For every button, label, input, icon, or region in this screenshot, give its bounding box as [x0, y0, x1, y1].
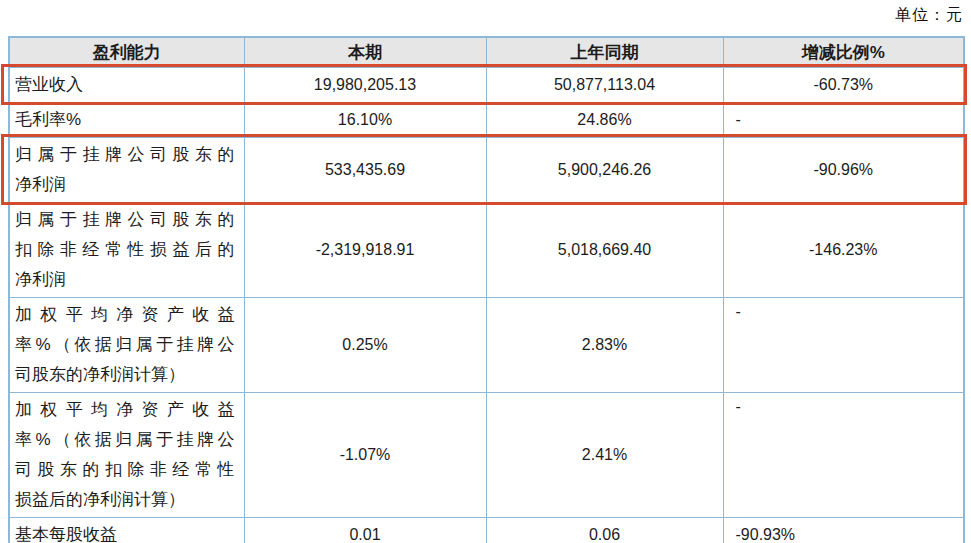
table-row-1: 毛利率% 16.10%24.86%-: [9, 103, 964, 138]
row-label: 加权平均净资产收益率%（依据归属于挂牌公司股东的净利润计算）: [9, 298, 244, 393]
table-row-0: 营业收入 19,980,205.1350,877,113.04-60.73%: [9, 68, 964, 103]
col-header-2: 上年同期: [486, 37, 723, 68]
prior-value: 2.41%: [486, 393, 723, 518]
prior-value: 5,900,246.26: [486, 138, 723, 203]
unit-label: 单位：元: [895, 5, 963, 26]
current-value: 19,980,205.13: [244, 68, 486, 103]
label-line: 营业收入: [15, 70, 235, 100]
label-line: 归属于挂牌公司股东的: [15, 205, 235, 235]
change-value: -90.96%: [723, 138, 964, 203]
col-header-1: 本期: [244, 37, 486, 68]
table-row-2: 归属于挂牌公司股东的净利润533,435.695,900,246.26-90.9…: [9, 138, 964, 203]
table-row-5: 加权平均净资产收益率%（依据归属于挂牌公司股东的扣除非经常性损益后的净利润计算）…: [9, 393, 964, 518]
label-line: 扣除非经常性损益后的: [15, 235, 235, 265]
row-label: 归属于挂牌公司股东的净利润: [9, 138, 244, 203]
label-line: 损益后的净利润计算）: [15, 485, 235, 515]
change-value: -: [723, 393, 964, 518]
row-label: 毛利率%: [9, 103, 244, 138]
header-row: 盈利能力本期上年同期增减比例%: [9, 37, 964, 68]
profitability-table: 盈利能力本期上年同期增减比例% 营业收入 19,980,205.1350,877,…: [8, 36, 965, 543]
current-value: 0.01: [244, 518, 486, 543]
label-line: 基本每股收益: [15, 520, 235, 543]
row-label: 基本每股收益: [9, 518, 244, 543]
label-line: 净利润: [15, 170, 235, 200]
label-line: 加权平均净资产收益: [15, 300, 235, 330]
current-value: -1.07%: [244, 393, 486, 518]
current-value: 0.25%: [244, 298, 486, 393]
label-line: 加权平均净资产收益: [15, 395, 235, 425]
report-page: 单位：元 盈利能力本期上年同期增减比例% 营业收入 19,980,205.1350…: [0, 0, 971, 543]
change-value: -: [723, 103, 964, 138]
table-row-3: 归属于挂牌公司股东的扣除非经常性损益后的净利润-2,319,918.915,01…: [9, 203, 964, 298]
change-value: -: [723, 298, 964, 393]
row-label: 加权平均净资产收益率%（依据归属于挂牌公司股东的扣除非经常性损益后的净利润计算）: [9, 393, 244, 518]
prior-value: 2.83%: [486, 298, 723, 393]
label-line: 率%（依据归属于挂牌公: [15, 425, 235, 455]
col-header-0: 盈利能力: [9, 37, 244, 68]
label-line: 率%（依据归属于挂牌公: [15, 330, 235, 360]
table-row-4: 加权平均净资产收益率%（依据归属于挂牌公司股东的净利润计算）0.25%2.83%…: [9, 298, 964, 393]
label-line: 司股东的扣除非经常性: [15, 455, 235, 485]
change-value: -60.73%: [723, 68, 964, 103]
col-header-3: 增减比例%: [723, 37, 964, 68]
change-value: -90.93%: [723, 518, 964, 543]
label-line: 归属于挂牌公司股东的: [15, 140, 235, 170]
table-row-6: 基本每股收益 0.010.06-90.93%: [9, 518, 964, 543]
current-value: 16.10%: [244, 103, 486, 138]
current-value: 533,435.69: [244, 138, 486, 203]
label-line: 毛利率%: [15, 105, 235, 135]
prior-value: 50,877,113.04: [486, 68, 723, 103]
row-label: 营业收入: [9, 68, 244, 103]
row-label: 归属于挂牌公司股东的扣除非经常性损益后的净利润: [9, 203, 244, 298]
table-body: 营业收入19,980,205.1350,877,113.04-60.73%毛利率…: [9, 68, 964, 543]
prior-value: 0.06: [486, 518, 723, 543]
current-value: -2,319,918.91: [244, 203, 486, 298]
label-line: 司股东的净利润计算）: [15, 360, 235, 390]
prior-value: 24.86%: [486, 103, 723, 138]
change-value: -146.23%: [723, 203, 964, 298]
label-line: 净利润: [15, 265, 235, 295]
prior-value: 5,018,669.40: [486, 203, 723, 298]
